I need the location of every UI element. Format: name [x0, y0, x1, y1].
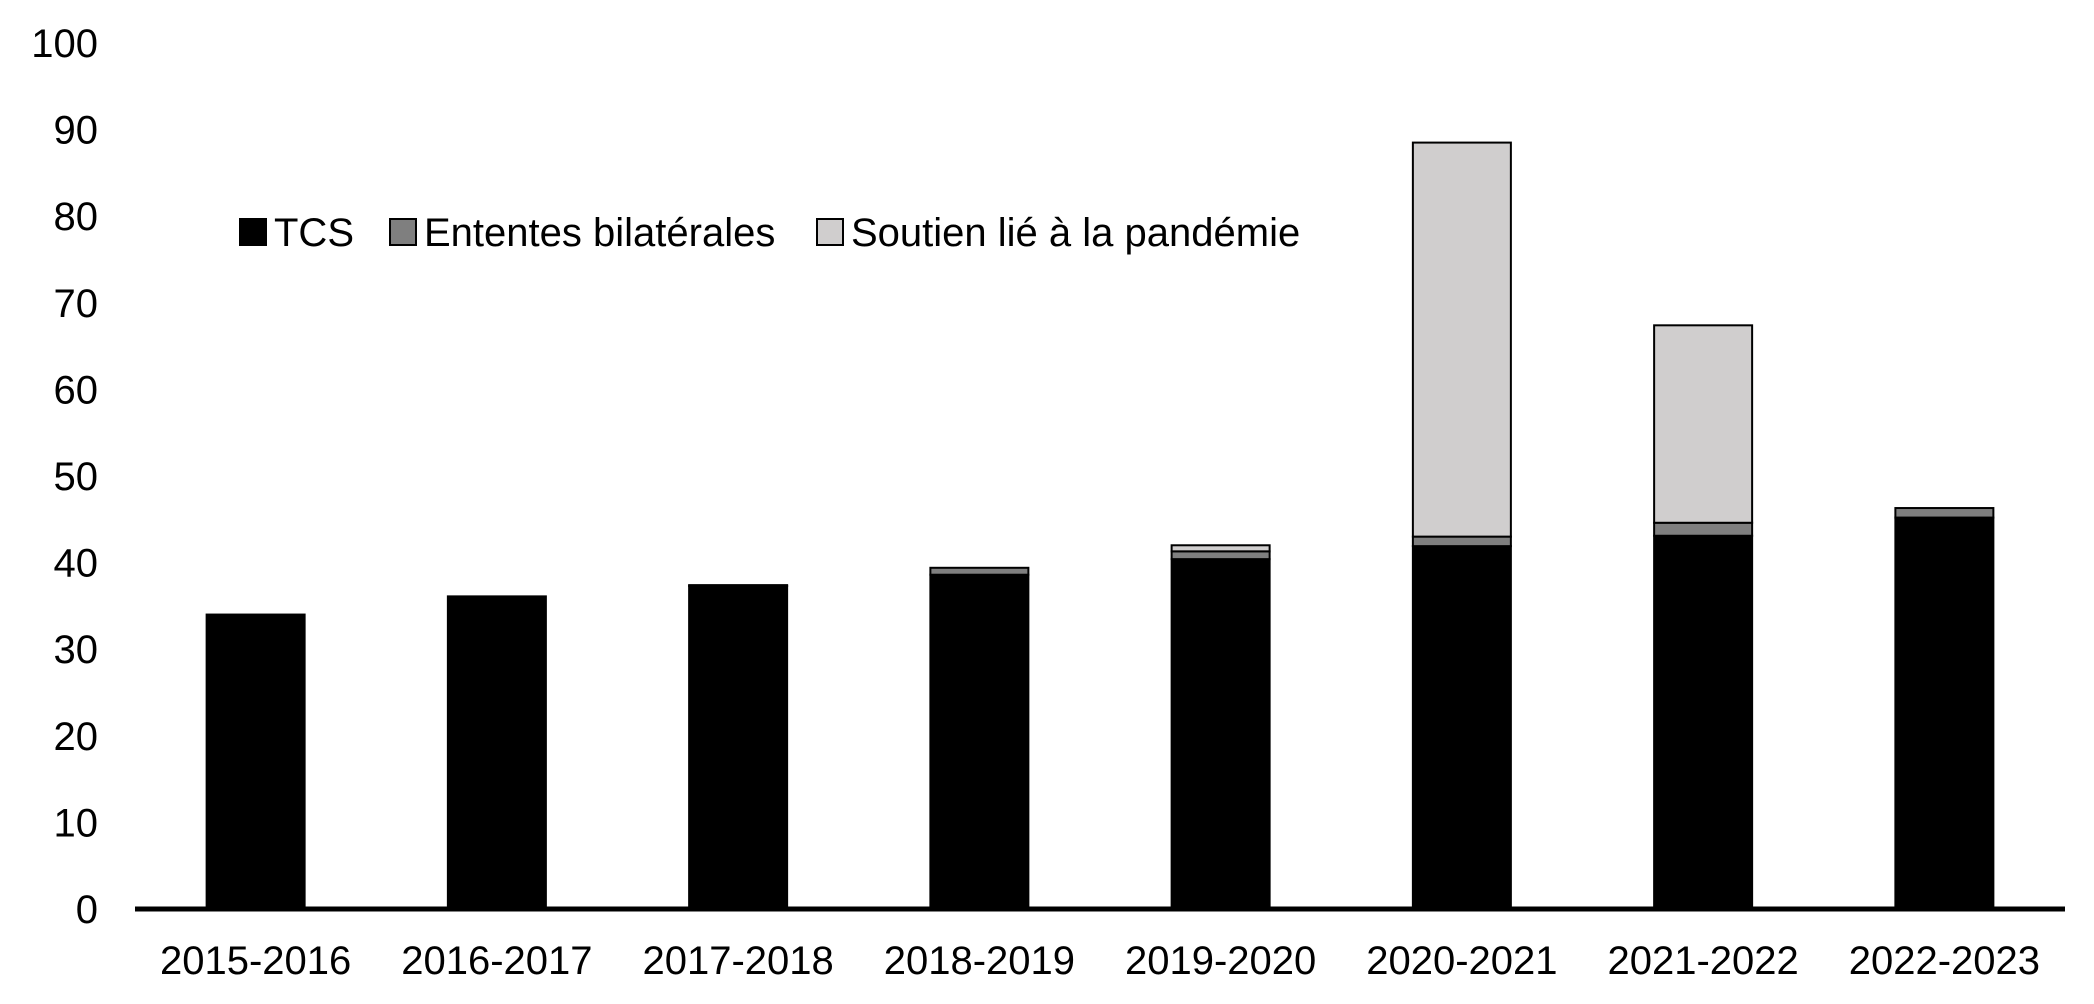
- bar-segment: [1170, 558, 1271, 910]
- bar-segment: [446, 595, 547, 911]
- bar-segment: [1411, 535, 1512, 548]
- y-tick-label: 70: [54, 282, 99, 326]
- legend-swatch: [239, 218, 267, 246]
- legend-label: Ententes bilatérales: [424, 211, 775, 255]
- bar-segment: [1653, 521, 1754, 537]
- x-tick-label: 2020-2021: [1366, 939, 1557, 983]
- y-tick-label: 20: [54, 715, 99, 759]
- y-tick-label: 60: [54, 368, 99, 412]
- legend-label: Soutien lié à la pandémie: [851, 211, 1300, 255]
- bar-segment: [929, 573, 1030, 910]
- x-tick-label: 2015-2016: [160, 939, 351, 983]
- y-tick-label: 30: [54, 628, 99, 672]
- x-tick-label: 2016-2017: [401, 939, 592, 983]
- y-tick-label: 80: [54, 195, 99, 239]
- y-tick-label: 10: [54, 801, 99, 845]
- y-tick-label: 40: [54, 542, 99, 586]
- legend-swatch: [816, 218, 844, 246]
- y-tick-label: 90: [54, 109, 99, 153]
- bar-segment: [1894, 507, 1995, 519]
- bar-segment: [1411, 545, 1512, 910]
- bar-segment: [1170, 550, 1271, 561]
- x-tick-label: 2021-2022: [1607, 939, 1798, 983]
- y-axis: 0 10 20 30 40 50 60 70 80 90 100: [31, 22, 98, 932]
- bar-segment: [1653, 324, 1754, 524]
- x-tick-label: 2022-2023: [1849, 939, 2040, 983]
- bar-segment: [1894, 516, 1995, 910]
- y-tick-label: 0: [76, 888, 98, 932]
- x-axis: 2015-2016 2016-2017 2017-2018 2018-2019 2019…: [160, 939, 2040, 983]
- x-tick-label: 2018-2019: [884, 939, 1075, 983]
- legend: TCS Ententes bilatérales Soutien lié à la …: [239, 211, 1300, 255]
- bar-segment: [205, 613, 306, 910]
- x-tick-label: 2017-2018: [642, 939, 833, 983]
- bar-segment: [688, 584, 789, 910]
- bars: [205, 141, 1995, 911]
- bar-segment: [1170, 544, 1271, 553]
- y-tick-label: 100: [31, 22, 98, 66]
- legend-label: TCS: [274, 211, 354, 255]
- bar-segment: [688, 584, 789, 587]
- x-tick-label: 2019-2020: [1125, 939, 1316, 983]
- bar-segment: [929, 566, 1030, 576]
- legend-swatch: [389, 218, 417, 246]
- bar-segment: [1411, 141, 1512, 538]
- bar-segment: [1653, 534, 1754, 911]
- y-tick-label: 50: [54, 455, 99, 499]
